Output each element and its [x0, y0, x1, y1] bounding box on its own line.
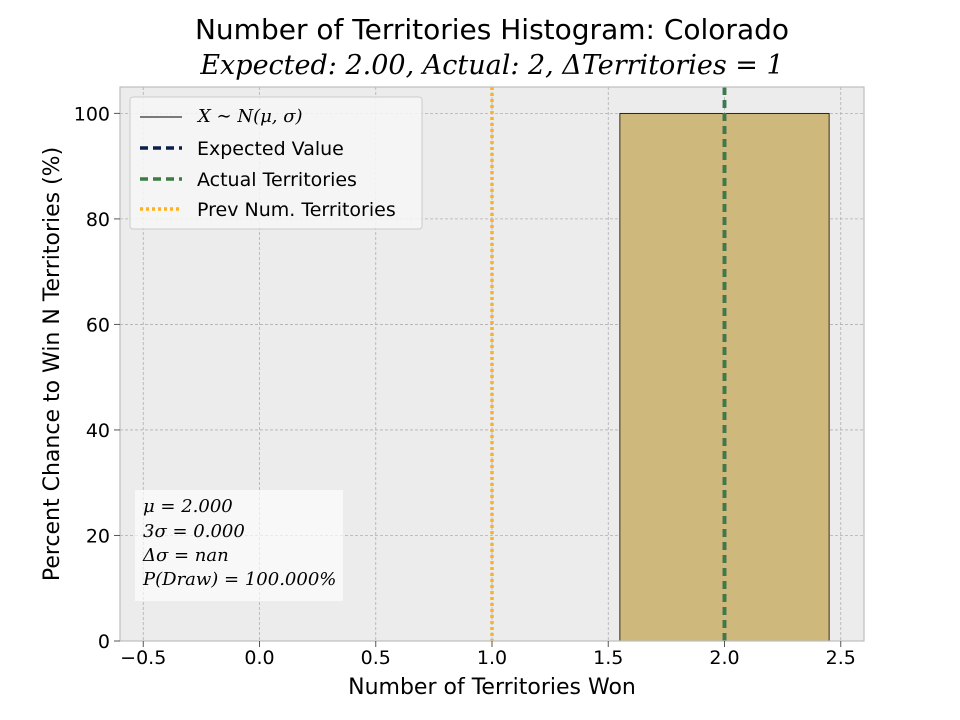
legend-label-prev: Prev Num. Territories — [197, 199, 396, 221]
y-axis-label: Percent Chance to Win N Territories (%) — [40, 147, 65, 581]
legend: X ∼ N(μ, σ) Expected Value Actual Territ… — [129, 96, 423, 230]
stats-box-background — [135, 490, 343, 601]
stats-box: μ = 2.000 3σ = 0.000 Δσ = nan P(Draw) = … — [135, 490, 343, 601]
y-tick-label: 40 — [86, 420, 110, 442]
reference-lines — [490, 87, 727, 641]
x-tick-label: −0.5 — [120, 647, 166, 669]
x-tick-label: 2.5 — [826, 647, 856, 669]
x-tick-label: 1.0 — [477, 647, 507, 669]
chart-title: Number of Territories Histogram: Colorad… — [195, 13, 789, 46]
legend-box — [129, 96, 423, 230]
x-tick-label: 2.0 — [709, 647, 739, 669]
x-tick-label: 0.0 — [244, 647, 274, 669]
legend-label-actual: Actual Territories — [197, 169, 357, 191]
chart-subtitle: Expected: 2.00, Actual: 2, ΔTerritories … — [199, 50, 783, 81]
x-axis-ticks: −0.5 0.0 0.5 1.0 1.5 2.0 2.5 — [120, 641, 856, 669]
y-tick-label: 100 — [74, 103, 110, 125]
stats-three-sigma: 3σ = 0.000 — [143, 521, 245, 542]
y-tick-label: 60 — [86, 314, 110, 336]
x-axis-label: Number of Territories Won — [348, 675, 636, 700]
y-tick-label: 0 — [98, 631, 110, 653]
legend-label-normal: X ∼ N(μ, σ) — [196, 106, 303, 127]
stats-mu: μ = 2.000 — [143, 496, 233, 517]
y-tick-label: 80 — [86, 209, 110, 231]
y-tick-label: 20 — [86, 525, 110, 547]
stats-p-draw: P(Draw) = 100.000% — [142, 569, 336, 590]
stats-delta-sigma: Δσ = nan — [142, 545, 229, 566]
y-axis-ticks: 0 20 40 60 80 100 — [74, 103, 120, 653]
x-tick-label: 1.5 — [593, 647, 623, 669]
x-tick-label: 0.5 — [361, 647, 391, 669]
legend-label-expected: Expected Value — [197, 138, 344, 160]
